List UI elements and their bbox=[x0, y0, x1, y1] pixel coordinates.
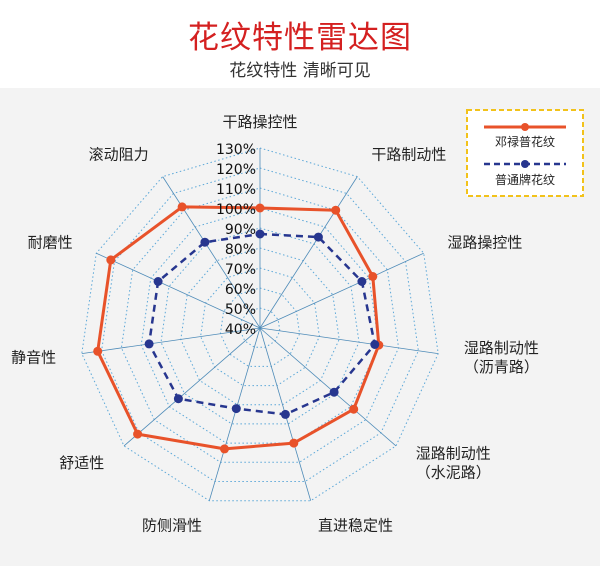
data-point-0-2 bbox=[368, 272, 378, 281]
data-point-1-0 bbox=[255, 229, 265, 239]
tick-label: 120% bbox=[216, 162, 256, 178]
series-line-1 bbox=[147, 232, 377, 416]
data-point-0-0 bbox=[255, 203, 265, 213]
axis-spoke bbox=[259, 327, 397, 447]
data-point-1-9 bbox=[153, 277, 163, 286]
grid-ring bbox=[140, 207, 380, 444]
data-point-1-1 bbox=[313, 232, 323, 242]
axis-label: 防侧滑性 bbox=[142, 517, 202, 535]
axis-label: 静音性 bbox=[11, 348, 56, 366]
data-point-1-4 bbox=[329, 387, 339, 397]
tick-label: 70% bbox=[225, 262, 256, 278]
data-point-1-3 bbox=[370, 340, 380, 349]
grid-ring bbox=[180, 247, 340, 406]
data-point-0-6 bbox=[220, 444, 229, 454]
legend-entry-generic: 普通牌花纹 bbox=[495, 172, 555, 187]
grid-ring bbox=[101, 167, 419, 482]
axis-label: 湿路制动性（沥青路） bbox=[464, 339, 539, 376]
radar-grid bbox=[81, 147, 439, 502]
tick-label: 90% bbox=[225, 222, 256, 238]
grid-ring bbox=[239, 307, 281, 348]
tick-label: 60% bbox=[225, 282, 256, 298]
data-point-1-10 bbox=[200, 237, 210, 247]
axis-spoke bbox=[96, 252, 261, 329]
axis-label: 干路操控性 bbox=[222, 113, 297, 131]
axis-label: 直进稳定性 bbox=[318, 517, 393, 535]
grid-ring bbox=[120, 187, 400, 463]
legend: 邓禄普花纹 普通牌花纹 bbox=[466, 109, 584, 197]
axis-spoke bbox=[208, 327, 261, 501]
axis-label: 湿路制动性（水泥路） bbox=[416, 444, 491, 481]
tick-label: 40% bbox=[225, 322, 256, 338]
axis-label: 耐磨性 bbox=[28, 233, 73, 251]
header: 花纹特性雷达图 花纹特性 清晰可见 bbox=[0, 0, 600, 88]
data-point-0-9 bbox=[106, 255, 116, 265]
axis-spoke bbox=[162, 176, 261, 329]
radar-tick-labels: 40% 50% 60% 70% 80% 90% 100% 110% 120% 130% bbox=[216, 142, 256, 338]
data-point-0-5 bbox=[289, 438, 299, 448]
axis-spoke bbox=[259, 176, 358, 329]
axis-label: 湿路操控性 bbox=[447, 233, 522, 251]
page-subtitle: 花纹特性 清晰可见 bbox=[229, 61, 371, 81]
data-point-0-10 bbox=[177, 202, 187, 212]
page-title: 花纹特性雷达图 bbox=[188, 20, 412, 56]
radar-spokes bbox=[81, 148, 439, 501]
radar-series bbox=[93, 202, 384, 454]
legend-marker-generic bbox=[521, 160, 529, 168]
chart-panel: 40% 50% 60% 70% 80% 90% 100% 110% 120% 130% 干路操控性… bbox=[0, 88, 600, 566]
axis-spoke bbox=[259, 252, 424, 329]
data-point-1-2 bbox=[357, 277, 367, 286]
axis-label: 滚动阻力 bbox=[89, 146, 149, 164]
data-point-1-6 bbox=[231, 404, 241, 414]
axis-label: 舒适性 bbox=[59, 454, 104, 472]
tick-label: 80% bbox=[225, 242, 256, 258]
grid-ring bbox=[160, 227, 360, 425]
data-point-0-1 bbox=[331, 205, 341, 215]
radar-chart: 40% 50% 60% 70% 80% 90% 100% 110% 120% 130% 干路操控性… bbox=[11, 109, 584, 535]
tick-label: 130% bbox=[216, 142, 256, 158]
tick-label: 110% bbox=[216, 182, 256, 198]
legend-entry-dunlop: 邓禄普花纹 bbox=[495, 134, 555, 149]
axis-spoke bbox=[123, 327, 261, 447]
axis-spoke bbox=[81, 327, 261, 354]
data-point-0-7 bbox=[133, 429, 143, 439]
data-point-0-4 bbox=[349, 404, 359, 414]
tick-label: 50% bbox=[225, 302, 256, 318]
legend-marker-dunlop bbox=[521, 123, 529, 131]
axis-label: 干路制动性 bbox=[371, 146, 446, 164]
data-point-1-8 bbox=[144, 339, 154, 349]
axis-spoke bbox=[259, 327, 439, 354]
series-line-0 bbox=[96, 205, 381, 451]
data-point-1-7 bbox=[173, 394, 183, 404]
data-point-0-8 bbox=[93, 346, 103, 356]
data-point-1-5 bbox=[280, 409, 290, 419]
grid-ring bbox=[219, 287, 301, 367]
tick-label: 100% bbox=[216, 202, 256, 218]
